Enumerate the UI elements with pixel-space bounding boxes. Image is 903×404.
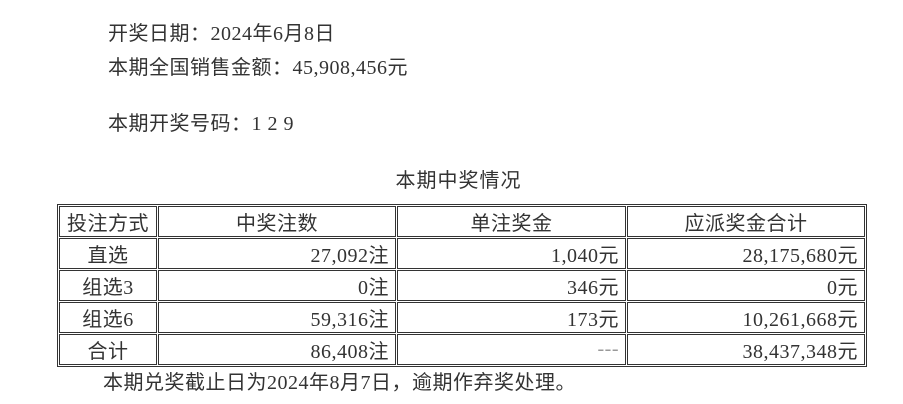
table-row: 直选 27,092注 1,040元 28,175,680元	[59, 238, 865, 269]
bet-method-cell: 组选6	[59, 302, 157, 333]
sales-amount-line: 本期全国销售金额：45,908,456元	[108, 51, 408, 80]
bet-method-cell: 组选3	[59, 270, 157, 301]
total-payout-cell: 38,437,348元	[627, 334, 865, 365]
col-header-unit-prize: 单注奖金	[397, 206, 626, 237]
winning-count-cell: 27,092注	[158, 238, 396, 269]
unit-prize-cell: 173元	[397, 302, 626, 333]
bet-method-cell: 直选	[59, 238, 157, 269]
table-row-total: 合计 86,408注 --- 38,437,348元	[59, 334, 865, 365]
draw-date-value: 2024年6月8日	[210, 23, 335, 45]
table-row: 组选6 59,316注 173元 10,261,668元	[59, 302, 865, 333]
winning-count-cell: 59,316注	[158, 302, 396, 333]
prize-table: 投注方式 中奖注数 单注奖金 应派奖金合计 直选 27,092注 1,040元 …	[57, 204, 867, 367]
col-header-winning-count: 中奖注数	[158, 206, 396, 237]
unit-prize-cell: 346元	[397, 270, 626, 301]
col-header-total-payout: 应派奖金合计	[627, 206, 865, 237]
table-header-row: 投注方式 中奖注数 单注奖金 应派奖金合计	[59, 206, 865, 237]
total-payout-cell: 0元	[627, 270, 865, 301]
table-row: 组选3 0注 346元 0元	[59, 270, 865, 301]
draw-numbers-value: 1 2 9	[251, 113, 294, 135]
winning-count-cell: 0注	[158, 270, 396, 301]
total-payout-cell: 10,261,668元	[627, 302, 865, 333]
prize-table-title: 本期中奖情况	[395, 170, 522, 192]
sales-amount-value: 45,908,456元	[292, 57, 408, 79]
col-header-bet-method: 投注方式	[59, 206, 157, 237]
unit-prize-cell: 1,040元	[397, 238, 626, 269]
draw-numbers-line: 本期开奖号码：1 2 9	[108, 107, 294, 136]
bet-method-cell: 合计	[59, 334, 157, 365]
unit-prize-cell: ---	[397, 334, 626, 365]
draw-date-line: 开奖日期：2024年6月8日	[108, 17, 335, 46]
sales-amount-label: 本期全国销售金额：	[108, 57, 293, 79]
draw-date-label: 开奖日期：	[108, 23, 211, 45]
winning-count-cell: 86,408注	[158, 334, 396, 365]
draw-numbers-label: 本期开奖号码：	[108, 113, 252, 135]
claim-deadline-note: 本期兑奖截止日为2024年8月7日，逾期作弃奖处理。	[103, 372, 576, 394]
total-payout-cell: 28,175,680元	[627, 238, 865, 269]
